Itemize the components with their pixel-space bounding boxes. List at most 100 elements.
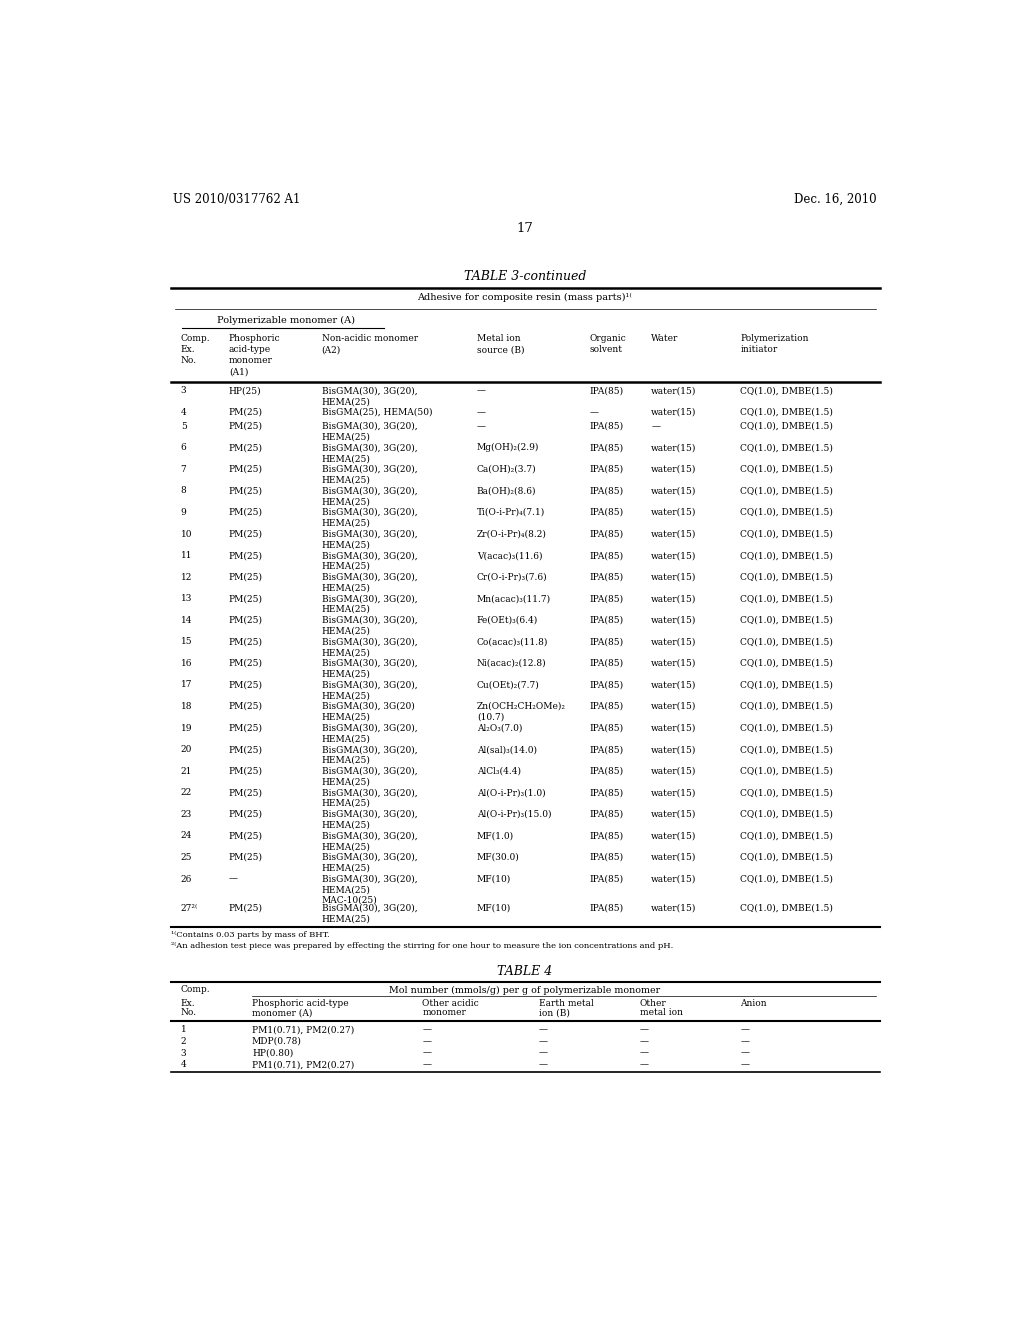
Text: CQ(1.0), DMBE(1.5): CQ(1.0), DMBE(1.5) <box>740 408 834 417</box>
Text: CQ(1.0), DMBE(1.5): CQ(1.0), DMBE(1.5) <box>740 744 834 754</box>
Text: 14: 14 <box>180 615 193 624</box>
Text: —: — <box>589 408 598 417</box>
Text: IPA(85): IPA(85) <box>589 810 624 818</box>
Text: water(15): water(15) <box>651 408 696 417</box>
Text: US 2010/0317762 A1: US 2010/0317762 A1 <box>173 193 300 206</box>
Text: Mg(OH)₂(2.9): Mg(OH)₂(2.9) <box>477 444 539 453</box>
Text: PM(25): PM(25) <box>228 594 263 603</box>
Text: water(15): water(15) <box>651 723 696 733</box>
Text: —: — <box>539 1060 548 1069</box>
Text: Adhesive for composite resin (mass parts)¹⁽: Adhesive for composite resin (mass parts… <box>418 293 632 302</box>
Text: 26: 26 <box>180 875 193 883</box>
Text: 19: 19 <box>180 723 193 733</box>
Text: —: — <box>640 1048 648 1057</box>
Text: BisGMA(30), 3G(20),
HEMA(25): BisGMA(30), 3G(20), HEMA(25) <box>322 487 418 506</box>
Text: water(15): water(15) <box>651 615 696 624</box>
Text: IPA(85): IPA(85) <box>589 853 624 862</box>
Text: BisGMA(30), 3G(20),
HEMA(25): BisGMA(30), 3G(20), HEMA(25) <box>322 767 418 787</box>
Text: IPA(85): IPA(85) <box>589 487 624 495</box>
Text: 17: 17 <box>516 222 534 235</box>
Text: PM(25): PM(25) <box>228 444 263 453</box>
Text: Comp.: Comp. <box>180 985 210 994</box>
Text: —: — <box>477 387 485 395</box>
Text: Organic
solvent: Organic solvent <box>589 334 626 354</box>
Text: BisGMA(30), 3G(20),
HEMA(25): BisGMA(30), 3G(20), HEMA(25) <box>322 552 418 570</box>
Text: BisGMA(30), 3G(20),
HEMA(25): BisGMA(30), 3G(20), HEMA(25) <box>322 508 418 528</box>
Text: water(15): water(15) <box>651 508 696 517</box>
Text: Polymerizable monomer (A): Polymerizable monomer (A) <box>217 315 355 325</box>
Text: Phosphoric
acid-type
monomer
(A1): Phosphoric acid-type monomer (A1) <box>228 334 281 376</box>
Text: 6: 6 <box>180 444 186 453</box>
Text: CQ(1.0), DMBE(1.5): CQ(1.0), DMBE(1.5) <box>740 615 834 624</box>
Text: 5: 5 <box>180 422 186 430</box>
Text: —: — <box>651 422 660 430</box>
Text: Dec. 16, 2010: Dec. 16, 2010 <box>794 193 877 206</box>
Text: Ti(O-i-Pr)₄(7.1): Ti(O-i-Pr)₄(7.1) <box>477 508 545 517</box>
Text: 17: 17 <box>180 681 193 689</box>
Text: 4: 4 <box>180 408 186 417</box>
Text: ¹⁽Contains 0.03 parts by mass of BHT.: ¹⁽Contains 0.03 parts by mass of BHT. <box>171 932 330 940</box>
Text: PM(25): PM(25) <box>228 744 263 754</box>
Text: BisGMA(30), 3G(20),
HEMA(25): BisGMA(30), 3G(20), HEMA(25) <box>322 465 418 484</box>
Text: 20: 20 <box>180 744 193 754</box>
Text: PM(25): PM(25) <box>228 408 263 417</box>
Text: IPA(85): IPA(85) <box>589 681 624 689</box>
Text: IPA(85): IPA(85) <box>589 594 624 603</box>
Text: 23: 23 <box>180 810 191 818</box>
Text: —: — <box>423 1026 431 1035</box>
Text: MF(10): MF(10) <box>477 875 511 883</box>
Text: PM(25): PM(25) <box>228 508 263 517</box>
Text: CQ(1.0), DMBE(1.5): CQ(1.0), DMBE(1.5) <box>740 659 834 668</box>
Text: PM(25): PM(25) <box>228 767 263 776</box>
Text: HP(25): HP(25) <box>228 387 261 395</box>
Text: BisGMA(30), 3G(20),
HEMA(25): BisGMA(30), 3G(20), HEMA(25) <box>322 681 418 700</box>
Text: IPA(85): IPA(85) <box>589 615 624 624</box>
Text: Zr(O-i-Pr)₄(8.2): Zr(O-i-Pr)₄(8.2) <box>477 529 547 539</box>
Text: IPA(85): IPA(85) <box>589 508 624 517</box>
Text: water(15): water(15) <box>651 573 696 582</box>
Text: Anion: Anion <box>740 999 767 1008</box>
Text: No.: No. <box>180 1008 197 1018</box>
Text: —: — <box>740 1060 750 1069</box>
Text: BisGMA(30), 3G(20),
HEMA(25): BisGMA(30), 3G(20), HEMA(25) <box>322 529 418 549</box>
Text: —: — <box>539 1048 548 1057</box>
Text: water(15): water(15) <box>651 875 696 883</box>
Text: PM(25): PM(25) <box>228 573 263 582</box>
Text: IPA(85): IPA(85) <box>589 788 624 797</box>
Text: Phosphoric acid-type: Phosphoric acid-type <box>252 999 348 1008</box>
Text: water(15): water(15) <box>651 659 696 668</box>
Text: 21: 21 <box>180 767 193 776</box>
Text: water(15): water(15) <box>651 487 696 495</box>
Text: water(15): water(15) <box>651 387 696 395</box>
Text: —: — <box>228 875 238 883</box>
Text: AlCl₃(4.4): AlCl₃(4.4) <box>477 767 521 776</box>
Text: 16: 16 <box>180 659 193 668</box>
Text: —: — <box>477 408 485 417</box>
Text: Cr(O-i-Pr)₃(7.6): Cr(O-i-Pr)₃(7.6) <box>477 573 548 582</box>
Text: monomer (A): monomer (A) <box>252 1008 312 1018</box>
Text: water(15): water(15) <box>651 638 696 647</box>
Text: BisGMA(30), 3G(20),
HEMA(25): BisGMA(30), 3G(20), HEMA(25) <box>322 573 418 593</box>
Text: Metal ion
source (B): Metal ion source (B) <box>477 334 524 354</box>
Text: MF(10): MF(10) <box>477 904 511 912</box>
Text: —: — <box>640 1038 648 1045</box>
Text: Al(O-i-Pr)₃(1.0): Al(O-i-Pr)₃(1.0) <box>477 788 546 797</box>
Text: monomer: monomer <box>423 1008 466 1018</box>
Text: IPA(85): IPA(85) <box>589 767 624 776</box>
Text: HP(0.80): HP(0.80) <box>252 1048 293 1057</box>
Text: CQ(1.0), DMBE(1.5): CQ(1.0), DMBE(1.5) <box>740 529 834 539</box>
Text: CQ(1.0), DMBE(1.5): CQ(1.0), DMBE(1.5) <box>740 875 834 883</box>
Text: PM(25): PM(25) <box>228 529 263 539</box>
Text: CQ(1.0), DMBE(1.5): CQ(1.0), DMBE(1.5) <box>740 508 834 517</box>
Text: CQ(1.0), DMBE(1.5): CQ(1.0), DMBE(1.5) <box>740 552 834 560</box>
Text: Earth metal: Earth metal <box>539 999 594 1008</box>
Text: water(15): water(15) <box>651 444 696 453</box>
Text: CQ(1.0), DMBE(1.5): CQ(1.0), DMBE(1.5) <box>740 638 834 647</box>
Text: water(15): water(15) <box>651 529 696 539</box>
Text: Ba(OH)₂(8.6): Ba(OH)₂(8.6) <box>477 487 537 495</box>
Text: 3: 3 <box>180 387 186 395</box>
Text: 22: 22 <box>180 788 191 797</box>
Text: IPA(85): IPA(85) <box>589 422 624 430</box>
Text: BisGMA(30), 3G(20),
HEMA(25): BisGMA(30), 3G(20), HEMA(25) <box>322 615 418 635</box>
Text: Ni(acac)₂(12.8): Ni(acac)₂(12.8) <box>477 659 547 668</box>
